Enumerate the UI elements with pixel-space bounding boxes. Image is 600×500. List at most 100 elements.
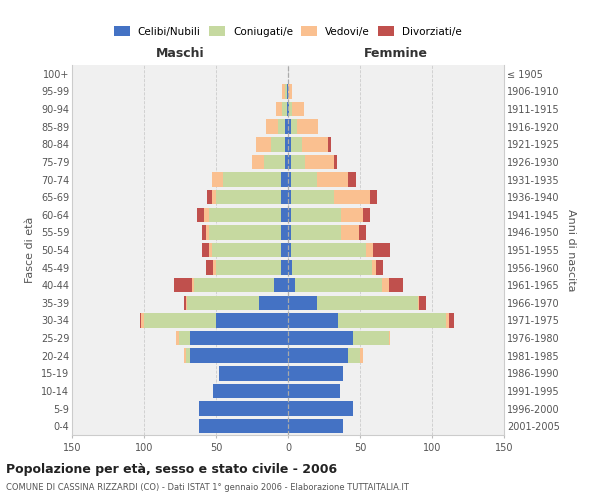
- Bar: [285, 120, 288, 134]
- Bar: [289, 102, 292, 117]
- Bar: [285, 137, 288, 152]
- Bar: [213, 260, 216, 275]
- Bar: [288, 314, 338, 328]
- Bar: [256, 137, 271, 152]
- Bar: [288, 331, 353, 345]
- Bar: [288, 154, 291, 169]
- Bar: [212, 172, 223, 186]
- Bar: [197, 208, 205, 222]
- Bar: [360, 348, 363, 363]
- Text: Femmine: Femmine: [364, 46, 428, 60]
- Bar: [212, 190, 216, 204]
- Bar: [370, 190, 377, 204]
- Bar: [223, 172, 281, 186]
- Bar: [349, 348, 360, 363]
- Y-axis label: Fasce di età: Fasce di età: [25, 217, 35, 283]
- Bar: [206, 260, 213, 275]
- Bar: [288, 419, 343, 434]
- Bar: [288, 384, 340, 398]
- Bar: [291, 225, 341, 240]
- Bar: [206, 225, 209, 240]
- Bar: [176, 331, 179, 345]
- Bar: [202, 225, 206, 240]
- Bar: [213, 384, 288, 398]
- Bar: [288, 190, 291, 204]
- Bar: [317, 296, 418, 310]
- Bar: [209, 243, 212, 257]
- Bar: [291, 208, 341, 222]
- Bar: [191, 278, 194, 292]
- Bar: [382, 278, 389, 292]
- Bar: [252, 154, 263, 169]
- Y-axis label: Anni di nascita: Anni di nascita: [566, 209, 577, 291]
- Bar: [291, 154, 305, 169]
- Bar: [359, 225, 366, 240]
- Bar: [277, 102, 282, 117]
- Bar: [349, 172, 356, 186]
- Bar: [341, 208, 363, 222]
- Bar: [419, 296, 426, 310]
- Bar: [287, 102, 288, 117]
- Bar: [216, 314, 288, 328]
- Bar: [291, 190, 334, 204]
- Bar: [389, 331, 390, 345]
- Bar: [449, 314, 454, 328]
- Bar: [259, 296, 288, 310]
- Bar: [288, 137, 291, 152]
- Bar: [371, 260, 376, 275]
- Bar: [199, 419, 288, 434]
- Bar: [446, 314, 449, 328]
- Bar: [353, 331, 389, 345]
- Bar: [288, 208, 291, 222]
- Bar: [317, 172, 349, 186]
- Bar: [209, 208, 281, 222]
- Bar: [389, 278, 403, 292]
- Bar: [287, 84, 288, 98]
- Bar: [288, 120, 291, 134]
- Bar: [186, 348, 190, 363]
- Bar: [282, 102, 287, 117]
- Bar: [216, 260, 281, 275]
- Bar: [418, 296, 419, 310]
- Bar: [278, 120, 285, 134]
- Bar: [338, 314, 446, 328]
- Bar: [216, 190, 281, 204]
- Bar: [288, 296, 317, 310]
- Bar: [291, 137, 302, 152]
- Bar: [285, 84, 287, 98]
- Legend: Celibi/Nubili, Coniugati/e, Vedovi/e, Divorziati/e: Celibi/Nubili, Coniugati/e, Vedovi/e, Di…: [110, 22, 466, 40]
- Bar: [281, 208, 288, 222]
- Text: Popolazione per età, sesso e stato civile - 2006: Popolazione per età, sesso e stato civil…: [6, 462, 337, 475]
- Bar: [288, 260, 292, 275]
- Bar: [291, 243, 366, 257]
- Bar: [285, 154, 288, 169]
- Bar: [373, 243, 390, 257]
- Bar: [194, 278, 274, 292]
- Bar: [376, 260, 383, 275]
- Bar: [141, 314, 144, 328]
- Bar: [263, 154, 285, 169]
- Bar: [281, 190, 288, 204]
- Bar: [328, 137, 331, 152]
- Bar: [208, 190, 212, 204]
- Bar: [334, 190, 370, 204]
- Bar: [274, 278, 288, 292]
- Bar: [288, 278, 295, 292]
- Bar: [288, 402, 353, 416]
- Bar: [282, 84, 285, 98]
- Bar: [281, 260, 288, 275]
- Bar: [205, 208, 209, 222]
- Bar: [288, 243, 291, 257]
- Bar: [341, 225, 359, 240]
- Bar: [266, 120, 278, 134]
- Bar: [281, 225, 288, 240]
- Bar: [140, 314, 141, 328]
- Bar: [184, 296, 186, 310]
- Bar: [202, 243, 209, 257]
- Bar: [184, 348, 186, 363]
- Bar: [288, 84, 292, 98]
- Bar: [179, 331, 190, 345]
- Bar: [209, 225, 281, 240]
- Bar: [190, 331, 288, 345]
- Bar: [288, 348, 349, 363]
